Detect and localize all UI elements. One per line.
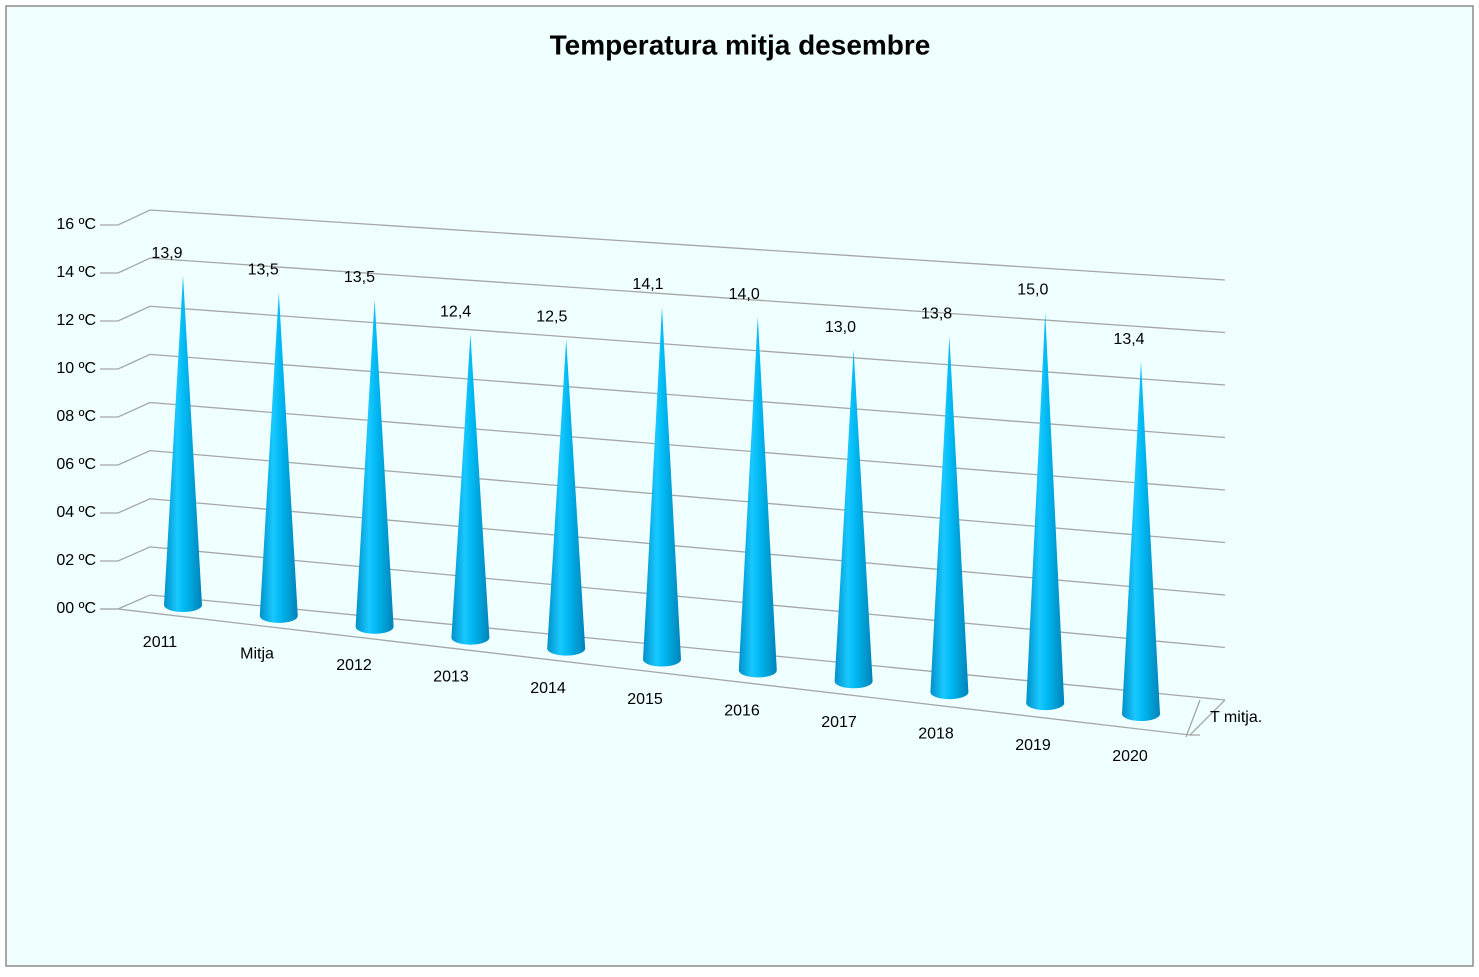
chart-area [5, 5, 1474, 967]
cone [834, 349, 873, 689]
y-tick-label: 04 ºC [56, 504, 96, 521]
cone [355, 299, 394, 634]
x-tick-label: Mitja [240, 646, 274, 663]
x-tick-label: 2011 [143, 634, 178, 651]
x-tick-label: 2013 [433, 668, 469, 685]
cone [164, 275, 202, 612]
y-tick-label: 16 ºC [56, 216, 96, 233]
data-label: 13,4 [1113, 331, 1144, 348]
y-tick-label: 08 ºC [56, 408, 96, 425]
grid-line [100, 401, 1226, 491]
x-tick-label: 2019 [1015, 737, 1051, 754]
cone [643, 307, 681, 667]
x-tick-label: 2016 [724, 703, 760, 720]
grid-line [100, 498, 1226, 596]
depth-axis-line [1185, 699, 1201, 738]
data-label: 13,9 [151, 245, 182, 262]
data-label: 14,0 [729, 286, 760, 303]
cone [1122, 361, 1160, 721]
x-tick-label: 2018 [918, 725, 954, 742]
grid-line [100, 257, 1226, 334]
x-tick-label: 2012 [336, 657, 372, 674]
y-tick-label: 06 ºC [56, 456, 96, 473]
grid-line [100, 209, 1226, 281]
data-label: 12,5 [536, 309, 567, 326]
data-label: 13,5 [248, 262, 279, 279]
chart-title: Temperatura mitja desembre [550, 29, 931, 60]
x-tick-label: 2020 [1112, 748, 1148, 765]
data-label: 13,8 [921, 306, 952, 323]
y-tick-label: 14 ºC [56, 264, 96, 281]
y-tick-label: 12 ºC [56, 312, 96, 329]
x-tick-label: 2014 [530, 680, 566, 697]
data-label: 12,4 [440, 303, 471, 320]
x-tick-label: 2015 [627, 691, 663, 708]
legend-depth-label: T mitja. [1210, 709, 1262, 726]
data-label: 15,0 [1017, 282, 1048, 299]
cone [738, 316, 777, 678]
x-tick-label: 2017 [821, 714, 857, 731]
cone [451, 334, 490, 645]
data-label: 14,1 [632, 276, 663, 293]
cone [1026, 312, 1065, 711]
grid-line [100, 546, 1226, 649]
y-tick-label: 02 ºC [56, 552, 96, 569]
grid-line [100, 449, 1226, 544]
data-label: 13,0 [825, 319, 856, 336]
cone [259, 292, 298, 623]
data-label: 13,5 [344, 269, 375, 286]
grid-line [100, 594, 1226, 701]
y-tick-label: 10 ºC [56, 360, 96, 377]
y-tick-label: 00 ºC [56, 600, 96, 617]
grid-line [100, 305, 1226, 386]
grid-line [100, 353, 1226, 439]
cone [547, 339, 586, 656]
cone [930, 336, 969, 700]
